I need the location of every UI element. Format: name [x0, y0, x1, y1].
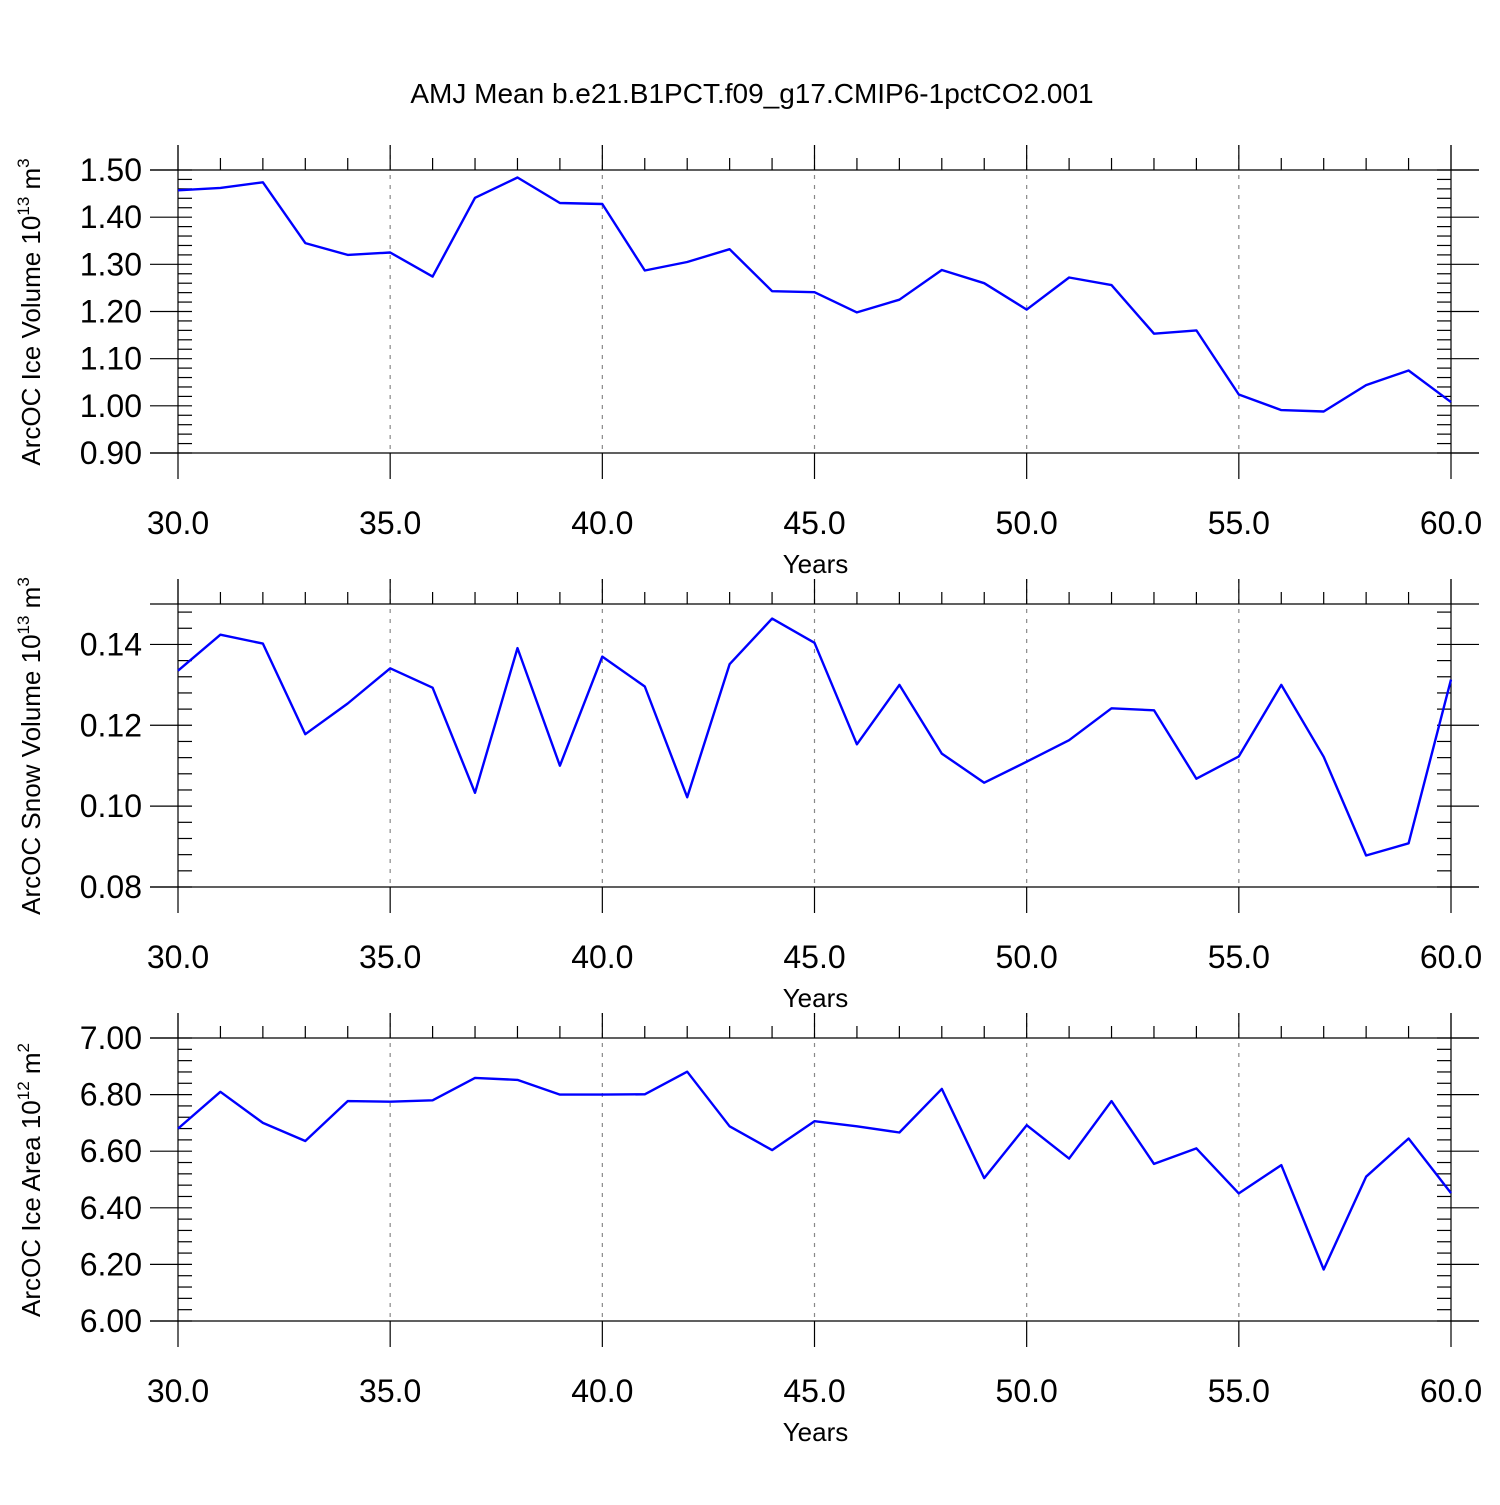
y-axis-title-unit-exponent: 3: [14, 577, 33, 586]
y-tick-label: 1.00: [80, 388, 142, 424]
y-tick-label: 6.40: [80, 1190, 142, 1226]
y-axis-title-unit: m: [16, 168, 46, 197]
y-tick-label: 0.90: [80, 435, 142, 471]
y-axis-title-exponent: 12: [14, 1081, 33, 1100]
x-axis-title: Years: [783, 549, 849, 579]
y-axis-title: ArcOC Ice Volume 1013 m3: [14, 158, 46, 465]
x-tick-label: 60.0: [1420, 505, 1482, 541]
y-tick-label: 0.10: [80, 788, 142, 824]
x-tick-label: 50.0: [996, 1373, 1058, 1409]
x-tick-label: 45.0: [783, 939, 845, 975]
y-tick-label: 6.20: [80, 1246, 142, 1282]
chart-title: AMJ Mean b.e21.B1PCT.f09_g17.CMIP6-1pctC…: [410, 78, 1093, 109]
y-tick-label: 7.00: [80, 1020, 142, 1056]
x-tick-label: 50.0: [996, 505, 1058, 541]
x-tick-label: 45.0: [783, 505, 845, 541]
panel-ice-area: 30.0 35.0 40.0 45.0 50.0 55.0 60.0 6.00 6.20 6.40…: [14, 1013, 1482, 1447]
x-tick-label: 40.0: [571, 939, 633, 975]
x-axis-title: Years: [783, 1417, 849, 1447]
y-tick-label: 0.08: [80, 869, 142, 905]
x-tick-label: 30.0: [147, 1373, 209, 1409]
x-tick-label: 55.0: [1208, 939, 1270, 975]
y-tick-label: 0.14: [80, 626, 142, 662]
x-tick-label: 35.0: [359, 505, 421, 541]
x-axis-title: Years: [783, 983, 849, 1013]
y-axis-title-main: ArcOC Ice Volume 10: [16, 216, 46, 466]
panel-ice-volume: 30.0 35.0 40.0 45.0 50.0 55.0 60.0 0.90 1.00 1.10…: [14, 145, 1482, 579]
x-tick-label: 55.0: [1208, 1373, 1270, 1409]
y-axis-title: ArcOC Ice Area 1012 m2: [14, 1043, 46, 1317]
x-tick-label: 40.0: [571, 505, 633, 541]
y-tick-label: 1.30: [80, 246, 142, 282]
y-axis-title-unit-exponent: 3: [14, 158, 33, 167]
x-tick-label: 35.0: [359, 939, 421, 975]
x-tick-label: 30.0: [147, 505, 209, 541]
x-tick-label: 60.0: [1420, 1373, 1482, 1409]
y-axis-title-exponent: 13: [14, 616, 33, 635]
y-axis-title-main: ArcOC Ice Area 10: [16, 1100, 46, 1317]
x-tick-label: 30.0: [147, 939, 209, 975]
x-tick-label: 60.0: [1420, 939, 1482, 975]
x-tick-label: 55.0: [1208, 505, 1270, 541]
y-tick-label: 6.00: [80, 1303, 142, 1339]
y-tick-label: 6.80: [80, 1077, 142, 1113]
y-tick-label: 1.20: [80, 294, 142, 330]
x-tick-label: 45.0: [783, 1373, 845, 1409]
x-tick-label: 50.0: [996, 939, 1058, 975]
x-tick-label: 35.0: [359, 1373, 421, 1409]
y-tick-label: 0.12: [80, 707, 142, 743]
panel-snow-volume: 30.0 35.0 40.0 45.0 50.0 55.0 60.0 0.08 0.10 0.12…: [14, 577, 1482, 1013]
y-tick-label: 1.40: [80, 199, 142, 235]
x-tick-label: 40.0: [571, 1373, 633, 1409]
series-line: [178, 1072, 1451, 1270]
y-axis-title-main: ArcOC Snow Volume 10: [16, 634, 46, 914]
y-tick-label: 6.60: [80, 1133, 142, 1169]
y-axis-title-unit: m: [16, 1052, 46, 1081]
y-axis-title-unit-exponent: 2: [14, 1043, 33, 1052]
y-axis-title: ArcOC Snow Volume 1013 m3: [14, 577, 46, 915]
y-axis-title-unit: m: [16, 587, 46, 616]
y-tick-label: 1.50: [80, 152, 142, 188]
y-tick-label: 1.10: [80, 341, 142, 377]
y-axis-title-exponent: 13: [14, 197, 33, 216]
